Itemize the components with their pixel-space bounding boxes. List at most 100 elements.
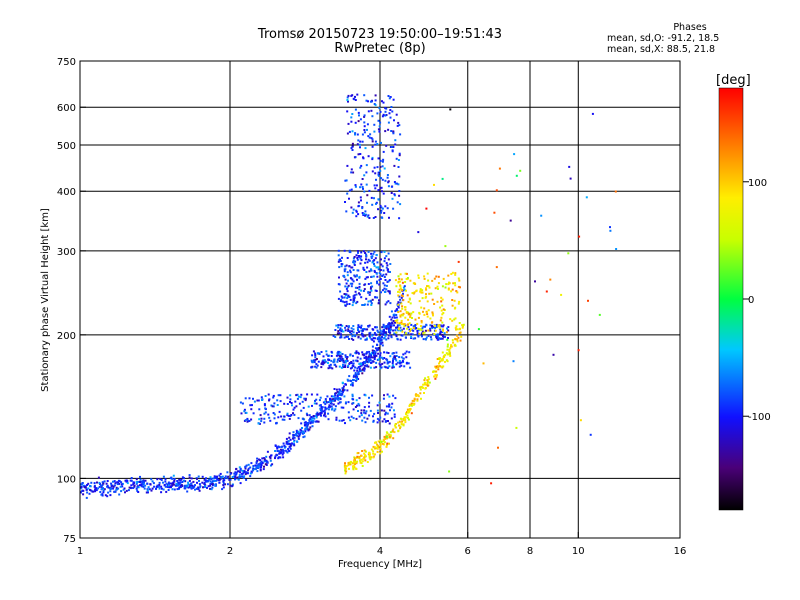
- data-point: [315, 366, 318, 369]
- data-point: [445, 283, 448, 286]
- data-point: [389, 109, 392, 111]
- data-point: [345, 325, 348, 327]
- data-point: [350, 383, 352, 386]
- data-point: [410, 323, 413, 326]
- data-point: [363, 406, 366, 409]
- data-point: [366, 360, 369, 363]
- data-point: [372, 217, 375, 219]
- data-point: [386, 174, 389, 176]
- data-point: [370, 286, 372, 289]
- data-point: [444, 335, 446, 338]
- data-point: [384, 334, 387, 337]
- data-point: [344, 366, 346, 368]
- data-point: [292, 408, 295, 411]
- data-point: [353, 274, 356, 277]
- data-point: [390, 106, 393, 108]
- data-point: [347, 328, 350, 331]
- data-point: [325, 350, 328, 353]
- data-point: [417, 274, 420, 277]
- data-point: [370, 361, 373, 364]
- data-point: [343, 296, 346, 299]
- data-point: [358, 404, 361, 407]
- data-point: [419, 289, 422, 292]
- data-point: [422, 310, 424, 313]
- data-point: [329, 397, 331, 400]
- data-point: [387, 324, 390, 327]
- data-point: [236, 476, 239, 479]
- data-point: [457, 260, 460, 263]
- data-point: [344, 326, 347, 329]
- data-point: [164, 480, 167, 483]
- data-point: [343, 293, 346, 295]
- data-point: [382, 101, 385, 104]
- data-point: [454, 317, 457, 320]
- data-point: [378, 125, 381, 128]
- data-point: [440, 296, 443, 299]
- data-point: [387, 326, 389, 329]
- data-point: [420, 325, 422, 328]
- data-point: [356, 257, 359, 259]
- data-point: [368, 396, 370, 399]
- data-point: [343, 395, 346, 398]
- data-point: [385, 405, 388, 408]
- data-point: [382, 150, 385, 153]
- data-point: [334, 408, 337, 411]
- data-point: [362, 214, 365, 216]
- data-point: [431, 312, 434, 315]
- data-point: [304, 421, 307, 424]
- data-point: [293, 436, 296, 439]
- data-point: [359, 357, 362, 360]
- data-point: [412, 326, 415, 329]
- data-point: [226, 483, 229, 486]
- data-point: [338, 276, 340, 279]
- data-point: [344, 265, 347, 268]
- data-point: [306, 393, 309, 396]
- data-point: [375, 290, 378, 292]
- data-point: [159, 478, 162, 480]
- data-point: [361, 450, 364, 452]
- data-point: [385, 284, 388, 287]
- data-point: [360, 363, 363, 366]
- data-point: [413, 291, 416, 294]
- data-point: [372, 340, 375, 343]
- data-point: [88, 492, 91, 495]
- data-point: [249, 466, 252, 469]
- data-point: [376, 404, 379, 407]
- data-point: [258, 422, 261, 425]
- data-point: [370, 456, 373, 459]
- data-point: [377, 347, 380, 349]
- data-point: [454, 327, 457, 329]
- data-point: [94, 488, 97, 491]
- data-point: [368, 259, 371, 262]
- data-point: [398, 152, 401, 155]
- data-point: [357, 452, 360, 454]
- data-point: [344, 355, 347, 358]
- data-point: [361, 140, 364, 143]
- data-point: [170, 486, 172, 489]
- data-point: [305, 425, 308, 428]
- data-point: [269, 419, 272, 422]
- data-point: [387, 433, 390, 436]
- data-point: [385, 431, 388, 434]
- data-point: [365, 297, 368, 300]
- data-point: [382, 269, 385, 272]
- data-point: [346, 366, 349, 368]
- data-point: [386, 367, 389, 369]
- data-point: [370, 302, 373, 305]
- data-point: [343, 464, 346, 467]
- data-point: [374, 94, 377, 97]
- data-point: [392, 428, 395, 431]
- data-point: [367, 258, 370, 261]
- data-point: [441, 337, 444, 340]
- data-point: [286, 403, 289, 405]
- data-point: [319, 396, 322, 399]
- data-point: [392, 394, 395, 397]
- data-point: [379, 110, 382, 113]
- data-point: [423, 307, 426, 310]
- data-point: [352, 171, 355, 174]
- data-point: [380, 332, 382, 335]
- data-point: [374, 99, 377, 102]
- data-point: [398, 327, 401, 330]
- data-point: [399, 314, 402, 317]
- data-point: [292, 431, 295, 434]
